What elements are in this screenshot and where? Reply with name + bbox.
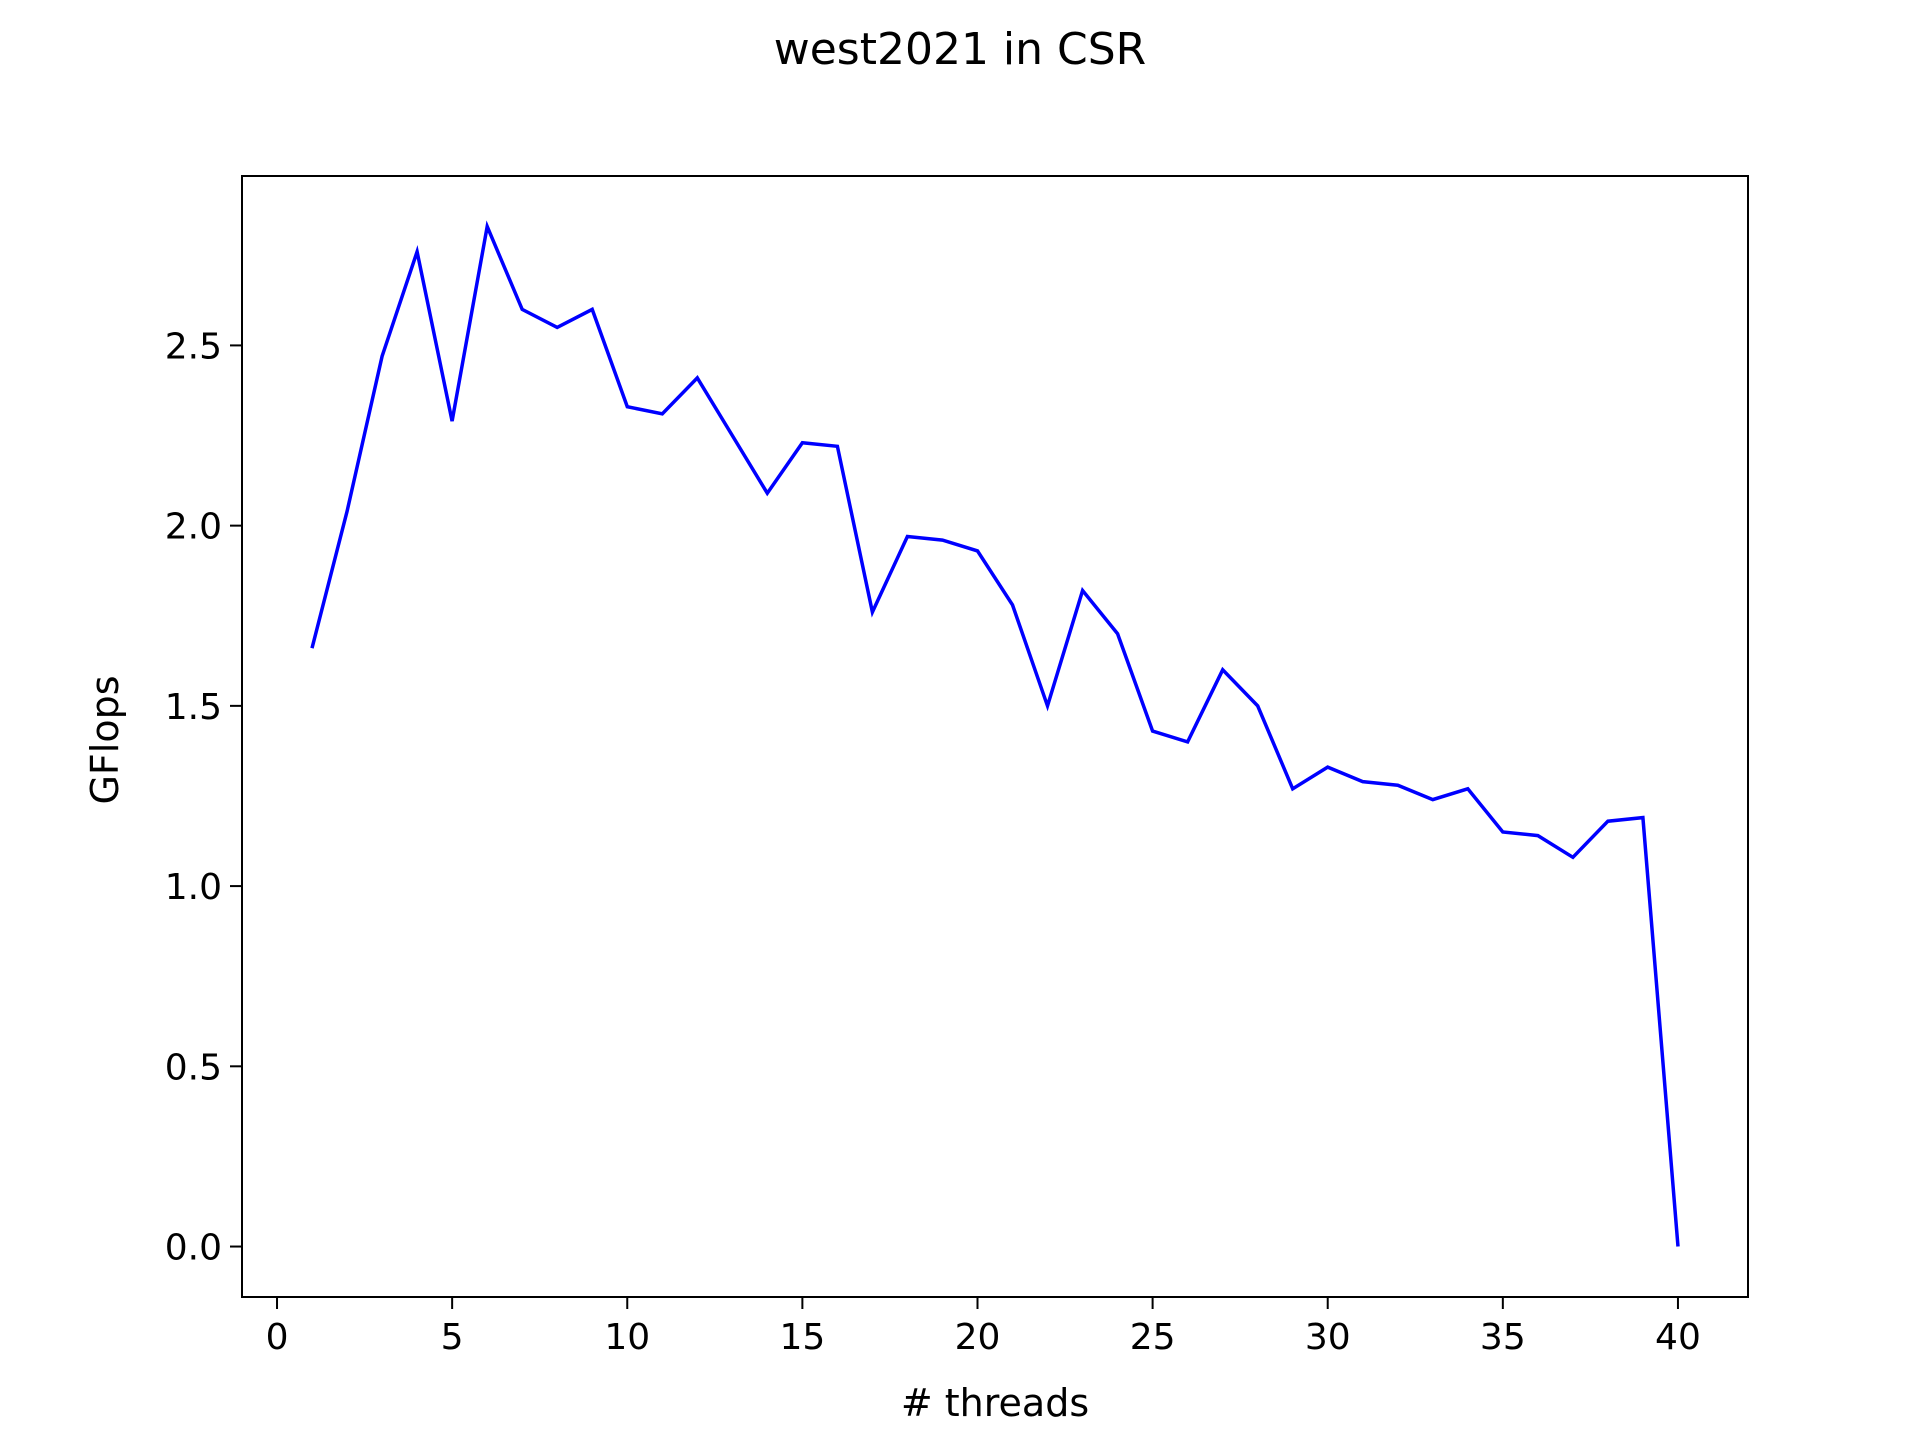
- x-tick-label: 10: [604, 1317, 650, 1358]
- plot-frame: [241, 175, 1749, 1298]
- x-tick-label: 20: [955, 1317, 1001, 1358]
- series-line: [310, 220, 1680, 1247]
- x-tick-label: 0: [266, 1317, 289, 1358]
- x-tick-label: 40: [1655, 1317, 1701, 1358]
- y-tick-label: 1.5: [165, 687, 222, 728]
- y-tick-label: 0.5: [165, 1047, 222, 1088]
- y-tick-label: 2.0: [165, 507, 222, 548]
- x-tick-label: 15: [779, 1317, 825, 1358]
- x-axis: 0 5 10 15 20 25 30 35 40: [266, 1297, 1701, 1358]
- y-axis-label: GFlops: [83, 675, 127, 804]
- x-axis-label: # threads: [901, 1381, 1089, 1425]
- y-axis: 0.0 0.5 1.0 1.5 2.0 2.5: [165, 326, 242, 1269]
- series-layer: [310, 220, 1680, 1247]
- y-tick-label: 2.5: [165, 326, 222, 367]
- y-tick-label: 1.0: [165, 867, 222, 908]
- chart-title: west2021 in CSR: [774, 24, 1147, 75]
- x-tick-label: 30: [1305, 1317, 1351, 1358]
- x-tick-label: 25: [1130, 1317, 1176, 1358]
- x-tick-label: 35: [1480, 1317, 1526, 1358]
- y-tick-label: 0.0: [165, 1228, 222, 1269]
- x-tick-label: 5: [441, 1317, 464, 1358]
